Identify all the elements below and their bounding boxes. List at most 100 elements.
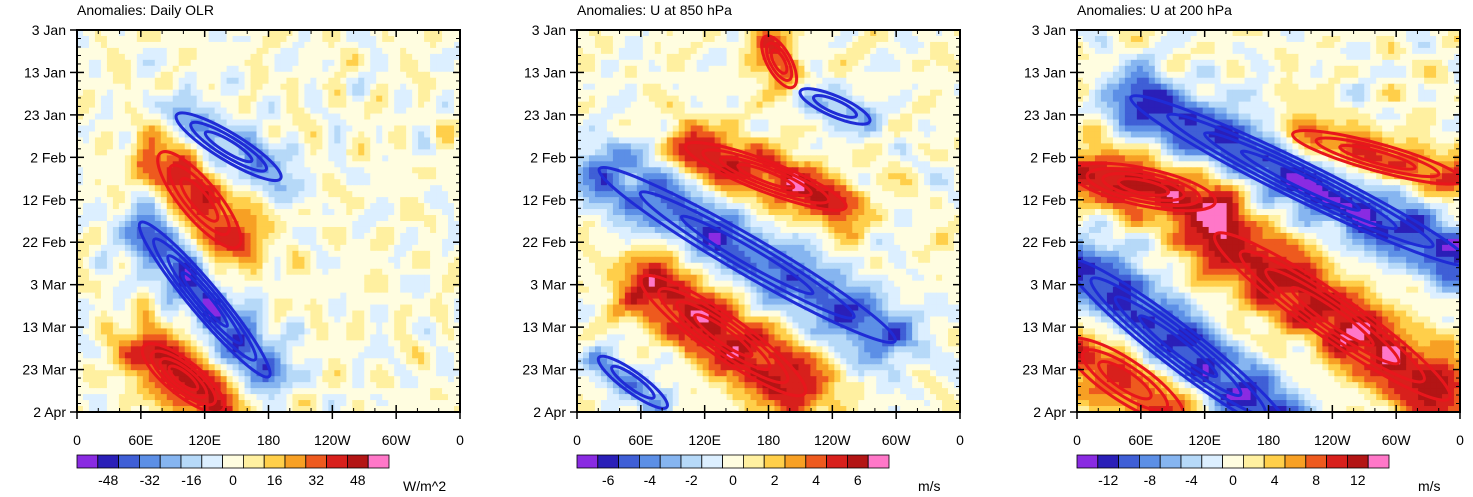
heatmap-cell xyxy=(124,143,132,150)
heatmap-cell xyxy=(418,292,425,300)
heatmap-cell xyxy=(406,143,413,150)
heatmap-cell xyxy=(424,340,431,347)
heatmap-cell xyxy=(256,406,264,412)
heatmap-cell xyxy=(286,238,294,246)
heatmap-cell xyxy=(208,35,216,43)
heatmap-cell xyxy=(268,167,276,174)
heatmap-cell xyxy=(154,197,162,204)
heatmap-cell xyxy=(202,203,210,210)
heatmap-cell xyxy=(88,388,96,395)
heatmap-cell xyxy=(250,376,258,383)
heatmap-cell xyxy=(328,35,335,43)
heatmap-cell xyxy=(364,322,371,330)
heatmap-cell xyxy=(322,137,329,145)
heatmap-cell xyxy=(232,143,240,150)
heatmap-cell xyxy=(454,394,460,401)
heatmap-cell xyxy=(684,47,692,55)
heatmap-cell xyxy=(448,226,455,234)
heatmap-cell xyxy=(208,41,216,49)
heatmap-cell xyxy=(454,203,460,210)
heatmap-cell xyxy=(358,406,365,412)
heatmap-cell xyxy=(436,286,443,294)
heatmap-cell xyxy=(310,340,317,347)
heatmap-cell xyxy=(654,53,662,61)
heatmap-cell xyxy=(124,298,132,306)
heatmap-cell xyxy=(316,394,323,401)
heatmap-cell xyxy=(322,101,329,109)
heatmap-cell xyxy=(352,131,359,139)
heatmap-cell xyxy=(340,185,347,192)
heatmap-cell xyxy=(130,334,138,341)
heatmap-cell xyxy=(328,173,335,180)
heatmap-cell xyxy=(346,394,353,401)
heatmap-cell xyxy=(136,268,144,276)
heatmap-cell xyxy=(882,65,889,73)
heatmap-cell xyxy=(442,334,449,341)
heatmap-cell xyxy=(744,65,752,73)
heatmap-cell xyxy=(382,131,389,139)
heatmap-cell xyxy=(172,304,180,312)
heatmap-cell xyxy=(618,35,626,43)
heatmap-cell xyxy=(654,59,662,67)
heatmap-cell xyxy=(238,370,246,377)
heatmap-cell xyxy=(286,388,294,395)
heatmap-cell xyxy=(382,406,389,412)
heatmap-cell xyxy=(124,316,132,324)
heatmap-cell xyxy=(412,298,419,306)
heatmap-cell xyxy=(160,77,168,85)
heatmap-cell xyxy=(442,298,449,306)
heatmap-cell xyxy=(292,131,300,139)
heatmap-cell xyxy=(77,286,84,294)
heatmap-cell xyxy=(262,298,270,306)
heatmap-cell xyxy=(448,179,455,186)
colorbar-label: -32 xyxy=(140,472,160,488)
heatmap-cell xyxy=(232,77,240,85)
heatmap-cell xyxy=(112,143,120,150)
heatmap-cell xyxy=(804,53,811,61)
heatmap-cell xyxy=(238,71,246,79)
heatmap-cell xyxy=(154,298,162,306)
heatmap-cell xyxy=(912,53,919,61)
heatmap-cell xyxy=(268,274,276,282)
heatmap-cell xyxy=(148,298,156,306)
heatmap-cell xyxy=(430,131,437,139)
heatmap-cell xyxy=(400,226,407,234)
heatmap-cell xyxy=(708,71,716,79)
heatmap-cell xyxy=(226,250,234,258)
heatmap-cell xyxy=(226,71,234,79)
heatmap-cell xyxy=(94,334,102,341)
heatmap-cell xyxy=(250,352,258,359)
heatmap-cell xyxy=(94,388,102,395)
heatmap-cell xyxy=(406,107,413,115)
heatmap-cell xyxy=(370,41,377,49)
heatmap-cell xyxy=(870,59,877,67)
heatmap-cell xyxy=(148,47,156,55)
heatmap-cell xyxy=(220,286,228,294)
heatmap-cell xyxy=(106,256,114,264)
heatmap-cell xyxy=(400,95,407,103)
heatmap-cell xyxy=(94,47,102,55)
heatmap-cell xyxy=(702,41,710,49)
heatmap-cell xyxy=(364,274,371,282)
heatmap-cell xyxy=(316,161,323,168)
heatmap-cell xyxy=(358,71,365,79)
heatmap-cell xyxy=(328,65,335,73)
heatmap-cell xyxy=(232,286,240,294)
heatmap-cell xyxy=(124,400,132,407)
heatmap-cell xyxy=(88,274,96,282)
y-tick-label: 23 Mar xyxy=(22,362,66,378)
heatmap-cell xyxy=(244,346,252,353)
heatmap-cell xyxy=(577,59,584,67)
heatmap-cell xyxy=(280,167,288,174)
heatmap-cell xyxy=(184,83,192,91)
heatmap-cell xyxy=(310,352,317,359)
heatmap-cell xyxy=(388,30,395,37)
heatmap-cell xyxy=(304,149,311,156)
heatmap-cell xyxy=(448,370,455,377)
heatmap-cell xyxy=(612,59,620,67)
heatmap-cell xyxy=(322,370,329,377)
heatmap-cell xyxy=(118,113,126,121)
heatmap-cell xyxy=(792,41,800,49)
heatmap-cell xyxy=(166,30,174,37)
heatmap-cell xyxy=(340,340,347,347)
